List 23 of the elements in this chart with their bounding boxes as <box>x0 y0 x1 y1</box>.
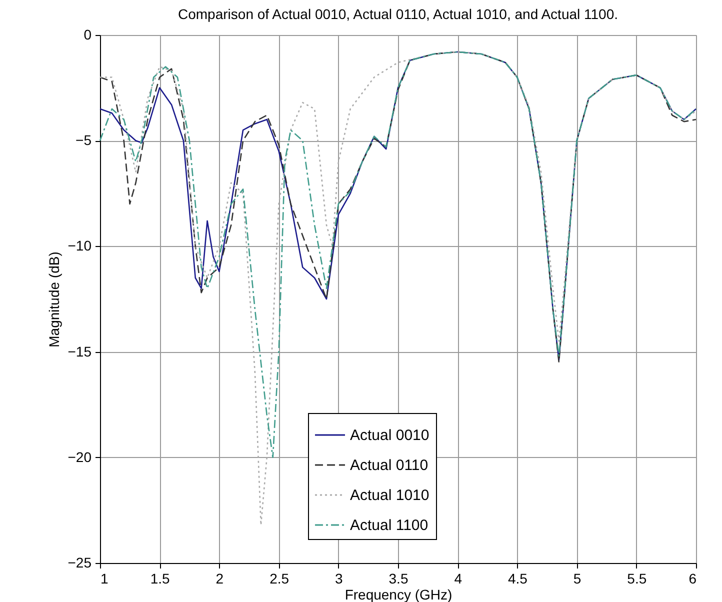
x-tick-label: 5.5 <box>627 570 647 586</box>
legend-label: Actual 0010 <box>350 427 430 444</box>
x-tick-label: 3 <box>335 570 343 586</box>
x-tick-label: 2 <box>216 570 224 586</box>
legend-label: Actual 1100 <box>350 517 428 534</box>
x-tick-label: 4 <box>454 570 462 586</box>
y-tick-label: −25 <box>68 554 92 570</box>
x-tick-label: 2.5 <box>270 570 290 586</box>
chart-title: Comparison of Actual 0010, Actual 0110, Actual 1010, and Actual 1100. <box>178 6 618 22</box>
y-tick-label: −15 <box>68 343 92 360</box>
legend-label: Actual 0110 <box>350 457 428 474</box>
x-tick-label: 6 <box>688 570 697 586</box>
x-tick-label: 3.5 <box>388 570 408 586</box>
y-tick-label: −5 <box>76 132 92 148</box>
y-axis-title: Magnitude (dB) <box>46 252 62 348</box>
legend-label: Actual 1010 <box>350 487 430 504</box>
y-tick-label: 0 <box>84 26 92 42</box>
x-tick-label: 1.5 <box>150 570 170 586</box>
y-tick-label: −20 <box>68 448 92 465</box>
y-tick-label: −10 <box>68 238 92 254</box>
x-tick-label: 5 <box>573 570 582 586</box>
x-tick-label: 1 <box>100 570 108 586</box>
x-tick-label: 4.5 <box>508 570 528 586</box>
